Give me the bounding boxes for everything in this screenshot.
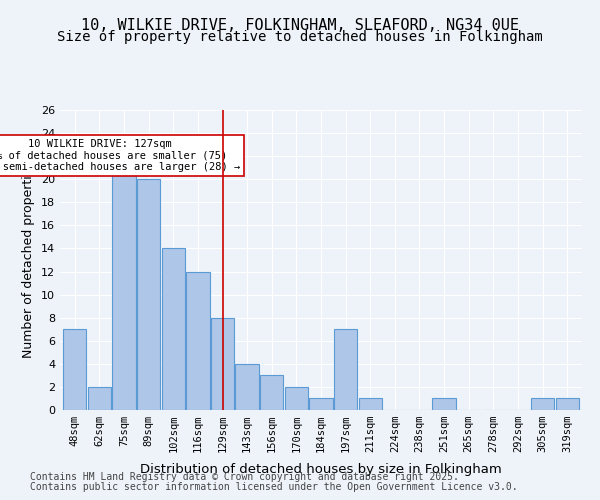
Bar	[260, 376, 283, 410]
Y-axis label: Number of detached properties: Number of detached properties	[22, 162, 35, 358]
Bar	[211, 318, 234, 410]
Text: Contains HM Land Registry data © Crown copyright and database right 2025.: Contains HM Land Registry data © Crown c…	[30, 472, 459, 482]
Bar	[161, 248, 185, 410]
Bar	[310, 398, 332, 410]
Bar	[531, 398, 554, 410]
Bar	[235, 364, 259, 410]
Bar	[334, 329, 358, 410]
Text: 10 WILKIE DRIVE: 127sqm
← 73% of detached houses are smaller (75)
27% of semi-de: 10 WILKIE DRIVE: 127sqm ← 73% of detache…	[0, 139, 240, 172]
Bar	[284, 387, 308, 410]
Text: 10, WILKIE DRIVE, FOLKINGHAM, SLEAFORD, NG34 0UE: 10, WILKIE DRIVE, FOLKINGHAM, SLEAFORD, …	[81, 18, 519, 32]
Bar	[63, 329, 86, 410]
Bar	[433, 398, 456, 410]
Text: Contains public sector information licensed under the Open Government Licence v3: Contains public sector information licen…	[30, 482, 518, 492]
Bar	[186, 272, 209, 410]
Bar	[359, 398, 382, 410]
Bar	[88, 387, 111, 410]
X-axis label: Distribution of detached houses by size in Folkingham: Distribution of detached houses by size …	[140, 464, 502, 476]
Bar	[112, 168, 136, 410]
Bar	[556, 398, 579, 410]
Text: Size of property relative to detached houses in Folkingham: Size of property relative to detached ho…	[57, 30, 543, 44]
Bar	[137, 179, 160, 410]
